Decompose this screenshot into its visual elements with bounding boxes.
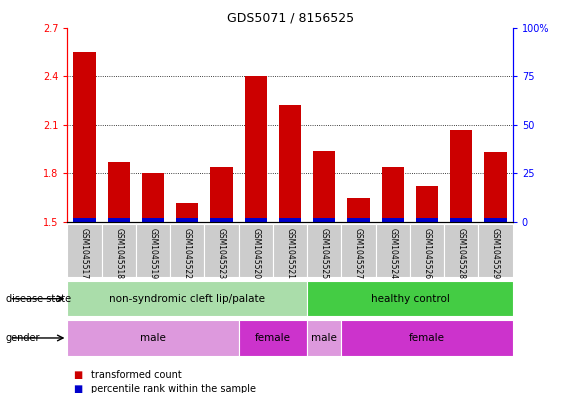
Bar: [67, 281, 307, 316]
Bar: [176, 203, 199, 222]
Text: gender: gender: [6, 333, 40, 343]
Bar: [347, 218, 370, 222]
Text: GSM1045524: GSM1045524: [389, 228, 397, 279]
Text: male: male: [140, 333, 166, 343]
Text: GSM1045529: GSM1045529: [491, 228, 500, 279]
Bar: [101, 224, 136, 277]
Text: GSM1045527: GSM1045527: [354, 228, 363, 279]
Bar: [136, 224, 170, 277]
Bar: [485, 218, 507, 222]
Bar: [210, 218, 233, 222]
Bar: [245, 76, 267, 222]
Bar: [307, 281, 513, 316]
Bar: [239, 224, 273, 277]
Bar: [108, 218, 130, 222]
Text: ■: ■: [73, 384, 83, 393]
Title: GDS5071 / 8156525: GDS5071 / 8156525: [227, 12, 353, 25]
Bar: [170, 224, 205, 277]
Bar: [307, 320, 342, 356]
Bar: [347, 198, 370, 222]
Text: ■: ■: [73, 370, 83, 380]
Text: female: female: [255, 333, 291, 343]
Text: GSM1045526: GSM1045526: [423, 228, 432, 279]
Bar: [444, 224, 479, 277]
Bar: [67, 224, 101, 277]
Text: GSM1045523: GSM1045523: [217, 228, 226, 279]
Bar: [73, 52, 96, 222]
Text: GSM1045517: GSM1045517: [80, 228, 89, 279]
Bar: [479, 224, 513, 277]
Bar: [485, 152, 507, 222]
Text: male: male: [311, 333, 338, 343]
Bar: [108, 162, 130, 222]
Text: non-syndromic cleft lip/palate: non-syndromic cleft lip/palate: [110, 294, 265, 304]
Bar: [279, 105, 301, 222]
Bar: [142, 218, 164, 222]
Bar: [245, 218, 267, 222]
Text: healthy control: healthy control: [370, 294, 449, 304]
Bar: [307, 224, 342, 277]
Bar: [450, 218, 472, 222]
Bar: [416, 186, 438, 222]
Text: percentile rank within the sample: percentile rank within the sample: [91, 384, 256, 393]
Text: GSM1045528: GSM1045528: [457, 228, 466, 279]
Bar: [410, 224, 444, 277]
Text: GSM1045520: GSM1045520: [251, 228, 260, 279]
Bar: [176, 218, 199, 222]
Bar: [381, 167, 404, 222]
Bar: [273, 224, 307, 277]
Bar: [67, 320, 239, 356]
Bar: [142, 173, 164, 222]
Bar: [279, 218, 301, 222]
Bar: [376, 224, 410, 277]
Bar: [416, 218, 438, 222]
Bar: [205, 224, 239, 277]
Text: GSM1045521: GSM1045521: [285, 228, 295, 279]
Bar: [210, 167, 233, 222]
Bar: [239, 320, 307, 356]
Text: female: female: [409, 333, 445, 343]
Text: transformed count: transformed count: [91, 370, 182, 380]
Text: GSM1045522: GSM1045522: [183, 228, 192, 279]
Bar: [313, 218, 335, 222]
Bar: [450, 130, 472, 222]
Bar: [381, 218, 404, 222]
Bar: [342, 320, 513, 356]
Bar: [313, 151, 335, 222]
Text: GSM1045525: GSM1045525: [320, 228, 329, 279]
Text: GSM1045519: GSM1045519: [148, 228, 158, 279]
Text: GSM1045518: GSM1045518: [114, 228, 123, 279]
Text: disease state: disease state: [6, 294, 71, 304]
Bar: [73, 218, 96, 222]
Bar: [342, 224, 376, 277]
